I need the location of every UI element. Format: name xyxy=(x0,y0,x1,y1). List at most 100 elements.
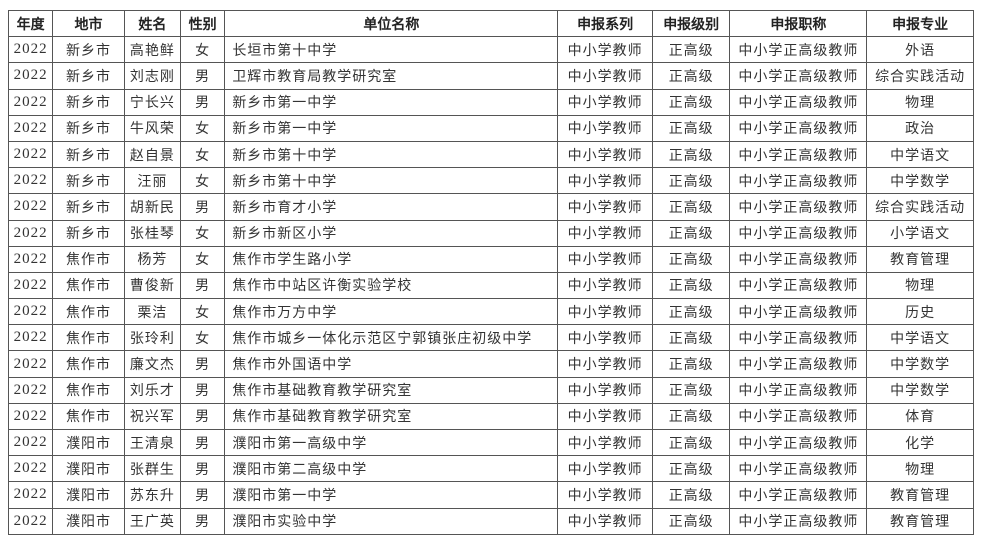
cell-title: 中小学正高级教师 xyxy=(729,402,868,431)
cell-name: 张群生 xyxy=(123,455,182,483)
cell-unit: 濮阳市第一高级中学 xyxy=(224,428,559,457)
cell-unit: 新乡市第一中学 xyxy=(224,114,559,142)
cell-specialty: 外语 xyxy=(866,36,974,64)
cell-gender: 女 xyxy=(180,324,226,352)
cell-year: 2022 xyxy=(7,167,54,195)
cell-specialty: 物理 xyxy=(866,88,974,116)
column-header-name: 姓名 xyxy=(123,9,182,38)
cell-year: 2022 xyxy=(7,324,54,352)
cell-level: 正高级 xyxy=(651,245,731,273)
cell-year: 2022 xyxy=(7,507,54,535)
cell-name: 王广英 xyxy=(123,507,182,535)
table-row: 2022 焦作市 栗洁女焦作市万方中学 中小学教师 正高级 中小学正高级教师 历史 xyxy=(7,298,974,326)
cell-gender: 男 xyxy=(180,481,226,509)
cell-city: 焦作市 xyxy=(52,245,125,273)
cell-title: 中小学正高级教师 xyxy=(729,114,868,142)
cell-name: 汪丽 xyxy=(123,167,182,195)
cell-unit: 卫辉市教育局教学研究室 xyxy=(224,62,559,90)
cell-specialty: 综合实践活动 xyxy=(866,62,974,90)
table-row: 2022 濮阳市 苏东升男濮阳市第一中学 中小学教师 正高级 中小学正高级教师 教育管理 xyxy=(7,481,974,509)
cell-unit: 焦作市学生路小学 xyxy=(224,245,559,273)
column-header-gender: 性别 xyxy=(180,9,226,38)
cell-level: 正高级 xyxy=(651,428,731,457)
cell-year: 2022 xyxy=(7,193,54,221)
cell-gender: 男 xyxy=(180,62,226,90)
cell-specialty: 中学语文 xyxy=(866,140,974,169)
cell-gender: 男 xyxy=(180,88,226,116)
cell-city: 新乡市 xyxy=(52,62,125,90)
cell-specialty: 中学数学 xyxy=(866,350,974,378)
cell-unit: 焦作市外国语中学 xyxy=(224,350,559,378)
cell-city: 新乡市 xyxy=(52,36,125,64)
cell-level: 正高级 xyxy=(651,88,731,116)
table-row: 2022 焦作市 祝兴军男焦作市基础教育教学研究室 中小学教师 正高级 中小学正高级教师体… xyxy=(7,402,974,431)
teacher-title-table: 年度 地市 姓名 性别 单位名称 申报系列 申报级别 申报职称 申报专业 2022 新乡市 高艳鲜女… xyxy=(7,9,974,535)
cell-gender: 男 xyxy=(180,507,226,535)
cell-series: 中小学教师 xyxy=(557,219,653,247)
cell-series: 中小学教师 xyxy=(557,245,653,273)
cell-level: 正高级 xyxy=(651,324,731,352)
cell-specialty: 教育管理 xyxy=(866,507,974,535)
cell-level: 正高级 xyxy=(651,350,731,378)
cell-level: 正高级 xyxy=(651,481,731,509)
cell-city: 焦作市 xyxy=(52,376,125,404)
cell-name: 栗洁 xyxy=(123,298,182,326)
cell-name: 刘志刚 xyxy=(123,62,182,90)
cell-year: 2022 xyxy=(7,298,54,326)
cell-unit: 焦作市万方中学 xyxy=(224,298,559,326)
cell-name: 张桂琴 xyxy=(123,219,182,247)
table-row: 2022 新乡市 宁长兴男新乡市第一中学 中小学教师 正高级 中小学正高级教师 物理 xyxy=(7,88,974,116)
cell-name: 祝兴军 xyxy=(123,402,182,431)
cell-unit: 新乡市第一中学 xyxy=(224,88,559,116)
cell-specialty: 综合实践活动 xyxy=(866,193,974,221)
cell-name: 赵自景 xyxy=(123,140,182,169)
cell-title: 中小学正高级教师 xyxy=(729,219,868,247)
cell-gender: 男 xyxy=(180,193,226,221)
cell-gender: 女 xyxy=(180,245,226,273)
cell-unit: 长垣市第十中学 xyxy=(224,36,559,64)
cell-name: 宁长兴 xyxy=(123,88,182,116)
cell-unit: 焦作市基础教育教学研究室 xyxy=(224,376,559,404)
cell-gender: 女 xyxy=(180,36,226,64)
cell-title: 中小学正高级教师 xyxy=(729,62,868,90)
cell-city: 濮阳市 xyxy=(52,481,125,509)
cell-gender: 女 xyxy=(180,167,226,195)
table-row: 2022 新乡市 胡新民男新乡市育才小学 中小学教师 正高级 中小学正高级教师 综合实践活动 xyxy=(7,193,974,221)
cell-name: 刘乐才 xyxy=(123,376,182,404)
cell-specialty: 物理 xyxy=(866,271,974,300)
cell-title: 中小学正高级教师 xyxy=(729,140,868,169)
cell-city: 新乡市 xyxy=(52,167,125,195)
cell-specialty: 中学数学 xyxy=(866,376,974,404)
cell-title: 中小学正高级教师 xyxy=(729,193,868,221)
cell-series: 中小学教师 xyxy=(557,114,653,142)
cell-city: 新乡市 xyxy=(52,193,125,221)
cell-specialty: 政治 xyxy=(866,114,974,142)
cell-series: 中小学教师 xyxy=(557,140,653,169)
cell-title: 中小学正高级教师 xyxy=(729,271,868,300)
cell-specialty: 中学数学 xyxy=(866,167,974,195)
cell-year: 2022 xyxy=(7,271,54,300)
table-row: 2022 焦作市 曹俊新男焦作市中站区许衡实验学校 中小学教师 正高级 中小学正高级教师物… xyxy=(7,271,974,300)
cell-level: 正高级 xyxy=(651,62,731,90)
cell-gender: 男 xyxy=(180,271,226,300)
cell-unit: 新乡市第十中学 xyxy=(224,167,559,195)
cell-level: 正高级 xyxy=(651,376,731,404)
cell-year: 2022 xyxy=(7,88,54,116)
cell-title: 中小学正高级教师 xyxy=(729,298,868,326)
cell-city: 焦作市 xyxy=(52,350,125,378)
column-header-unit: 单位名称 xyxy=(224,9,559,38)
cell-city: 新乡市 xyxy=(52,114,125,142)
cell-name: 胡新民 xyxy=(123,193,182,221)
cell-level: 正高级 xyxy=(651,507,731,535)
cell-year: 2022 xyxy=(7,402,54,431)
cell-unit: 新乡市第十中学 xyxy=(224,140,559,169)
cell-title: 中小学正高级教师 xyxy=(729,245,868,273)
cell-specialty: 历史 xyxy=(866,298,974,326)
cell-title: 中小学正高级教师 xyxy=(729,507,868,535)
cell-specialty: 化学 xyxy=(866,428,974,457)
cell-gender: 女 xyxy=(180,140,226,169)
cell-series: 中小学教师 xyxy=(557,324,653,352)
cell-series: 中小学教师 xyxy=(557,271,653,300)
column-header-city: 地市 xyxy=(52,9,125,38)
table-row: 2022 濮阳市 张群生男濮阳市第二高级中学 中小学教师 正高级 中小学正高级教师 物理 xyxy=(7,455,974,483)
